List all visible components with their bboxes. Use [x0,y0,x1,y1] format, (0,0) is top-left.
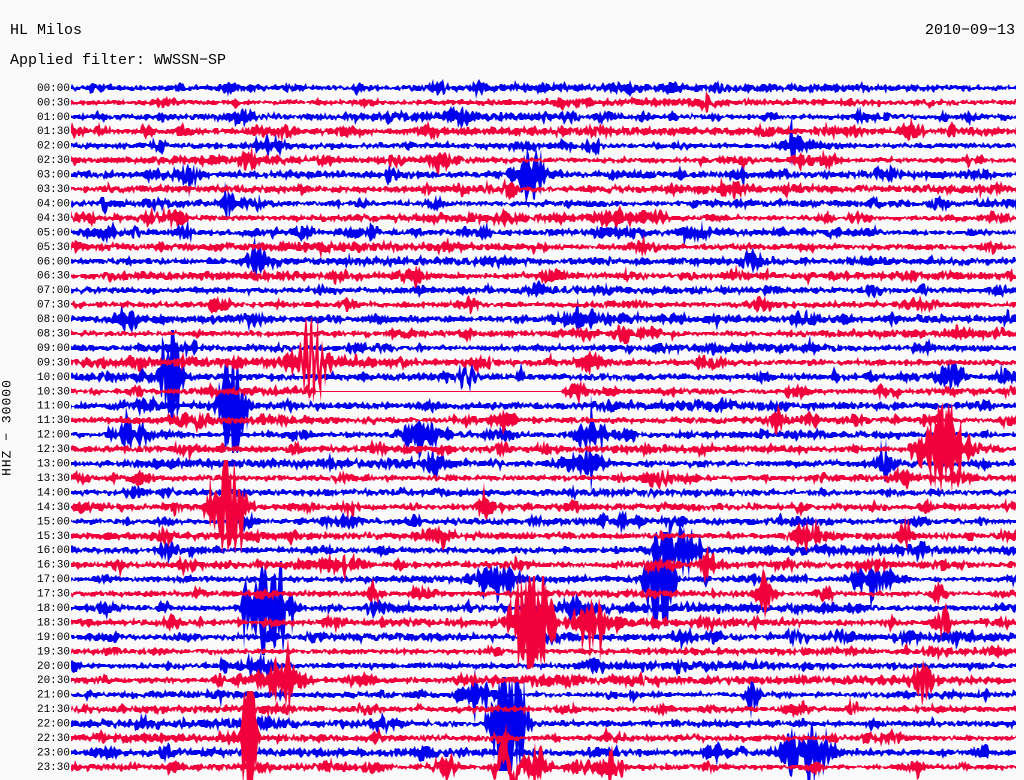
svg-text:19:00: 19:00 [37,632,70,644]
svg-text:16:30: 16:30 [37,560,70,572]
svg-text:13:00: 13:00 [37,459,70,471]
svg-text:19:30: 19:30 [37,646,70,658]
svg-text:17:00: 17:00 [37,574,70,586]
svg-text:21:30: 21:30 [37,704,70,716]
svg-text:11:00: 11:00 [37,401,70,413]
svg-text:12:30: 12:30 [37,444,70,456]
svg-text:08:00: 08:00 [37,314,70,326]
svg-text:23:30: 23:30 [37,762,70,774]
svg-text:07:00: 07:00 [37,285,70,297]
svg-text:13:30: 13:30 [37,473,70,485]
svg-text:03:00: 03:00 [37,170,70,182]
svg-text:05:30: 05:30 [37,242,70,254]
svg-text:10:30: 10:30 [37,386,70,398]
svg-text:06:30: 06:30 [37,271,70,283]
svg-text:06:00: 06:00 [37,256,70,268]
svg-text:09:00: 09:00 [37,343,70,355]
svg-text:02:30: 02:30 [37,155,70,167]
svg-text:03:30: 03:30 [37,184,70,196]
svg-text:12:00: 12:00 [37,430,70,442]
svg-text:15:30: 15:30 [37,531,70,543]
svg-text:22:00: 22:00 [37,719,70,731]
svg-text:15:00: 15:00 [37,516,70,528]
svg-text:04:30: 04:30 [37,213,70,225]
svg-text:22:30: 22:30 [37,733,70,745]
svg-text:08:30: 08:30 [37,329,70,341]
svg-text:00:30: 00:30 [37,97,70,109]
svg-text:01:30: 01:30 [37,126,70,138]
svg-text:01:00: 01:00 [37,112,70,124]
svg-text:17:30: 17:30 [37,589,70,601]
svg-text:10:00: 10:00 [37,372,70,384]
svg-text:00:00: 00:00 [37,83,70,95]
svg-text:09:30: 09:30 [37,357,70,369]
svg-text:16:00: 16:00 [37,545,70,557]
svg-text:02:00: 02:00 [37,141,70,153]
svg-text:21:00: 21:00 [37,690,70,702]
svg-text:18:30: 18:30 [37,617,70,629]
svg-text:04:00: 04:00 [37,198,70,210]
svg-text:20:30: 20:30 [37,675,70,687]
svg-text:14:30: 14:30 [37,502,70,514]
svg-text:14:00: 14:00 [37,487,70,499]
svg-text:07:30: 07:30 [37,300,70,312]
svg-text:20:00: 20:00 [37,661,70,673]
svg-text:05:00: 05:00 [37,227,70,239]
svg-text:11:30: 11:30 [37,415,70,427]
svg-text:23:00: 23:00 [37,747,70,759]
svg-text:18:00: 18:00 [37,603,70,615]
